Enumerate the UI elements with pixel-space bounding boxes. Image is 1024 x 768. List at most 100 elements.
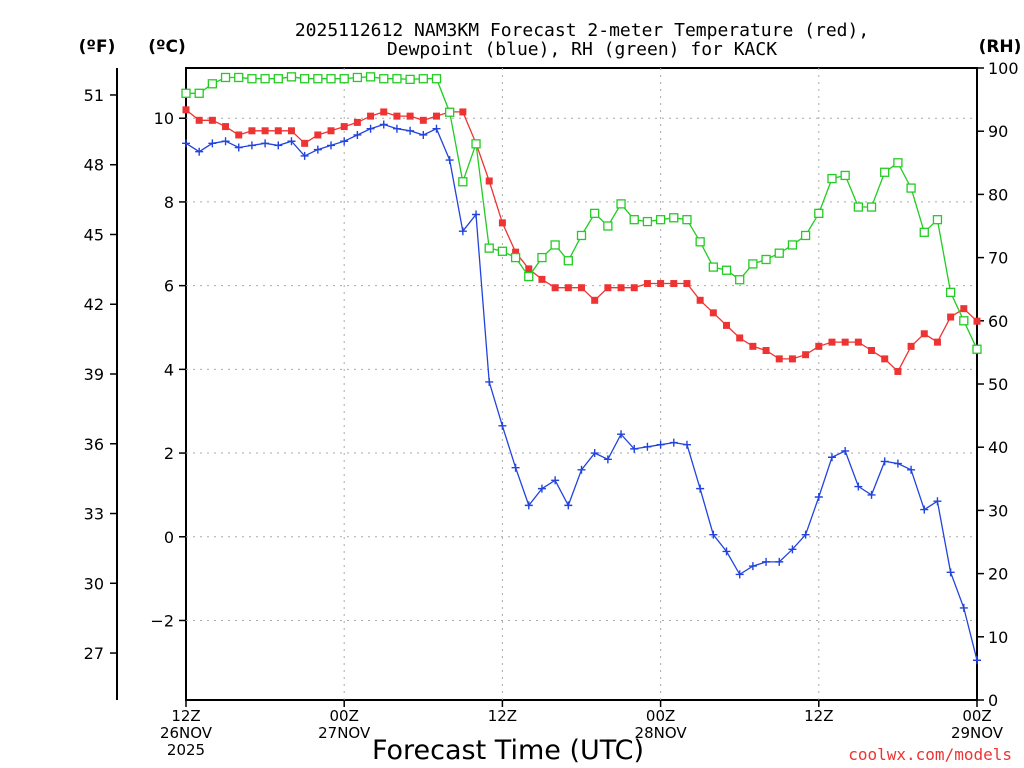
rh-point	[590, 208, 600, 219]
rh-point	[234, 72, 244, 83]
rh-point	[418, 74, 428, 84]
temperature-point	[841, 338, 849, 346]
dewpoint-point	[432, 124, 441, 133]
rh-point	[352, 72, 363, 83]
rh-point	[603, 221, 613, 231]
temperature-point	[459, 108, 467, 116]
dewpoint-point	[524, 501, 533, 510]
temperature-point	[287, 127, 295, 135]
dewpoint-point	[590, 449, 599, 458]
dewpoint-point	[696, 484, 705, 493]
temperature-point	[485, 177, 493, 185]
temperature-point	[274, 127, 282, 135]
dewpoint-point	[920, 505, 929, 514]
rh-point	[840, 170, 850, 181]
x-tick-label: 27NOV	[318, 724, 371, 742]
rh-point	[774, 248, 784, 258]
rh-point	[260, 74, 270, 84]
rh-point	[484, 243, 494, 253]
rh-point	[379, 74, 389, 84]
temperature-point	[248, 127, 256, 135]
rh-tick-label: 60	[988, 312, 1008, 331]
temperature-point	[920, 330, 928, 338]
dewpoint-point	[827, 453, 836, 462]
dewpoint-point	[735, 570, 744, 579]
rh-point	[405, 74, 415, 85]
rh-point	[524, 271, 534, 282]
rh-tick-label: 100	[988, 59, 1019, 78]
rh-point	[299, 74, 310, 84]
fahrenheit-tick-label: 42	[84, 295, 104, 314]
rh-point	[669, 213, 679, 223]
celsius-axis-label: (ºC)	[148, 37, 186, 57]
temperature-point	[617, 284, 625, 292]
celsius-tick-label: 0	[164, 528, 174, 547]
temperature-point	[788, 355, 796, 363]
rh-point	[497, 246, 508, 256]
fahrenheit-tick-label: 48	[84, 156, 104, 175]
temperature-point	[235, 131, 243, 139]
rh-point	[919, 227, 929, 237]
dewpoint-point	[643, 442, 652, 451]
rh-point	[800, 230, 811, 241]
dewpoint-point	[551, 476, 560, 485]
temperature-point	[182, 106, 190, 114]
temperature-point	[406, 112, 414, 120]
rh-point	[945, 287, 956, 298]
x-tick-label: 26NOV	[160, 724, 213, 742]
rh-point	[510, 252, 521, 263]
rh-point	[471, 139, 481, 149]
dewpoint-point	[182, 139, 190, 148]
rh-point	[814, 208, 824, 219]
dewpoint-point	[261, 139, 270, 148]
temperature-point	[222, 123, 230, 131]
rh-point	[194, 88, 204, 98]
rh-tick-label: 30	[988, 501, 1008, 520]
temperature-point	[393, 112, 401, 120]
temperature-point	[208, 116, 216, 124]
rh-point	[880, 167, 890, 177]
temperature-point	[643, 280, 651, 288]
celsius-tick-label: 4	[164, 360, 174, 379]
temperature-point	[947, 313, 955, 321]
rh-point	[247, 74, 257, 84]
temperature-point	[564, 284, 572, 292]
fahrenheit-tick-label: 51	[84, 86, 104, 105]
rh-point	[735, 275, 745, 285]
celsius-tick-label: 10	[154, 109, 174, 128]
temperature-point	[551, 284, 559, 292]
temperature-point	[512, 248, 520, 256]
rh-point	[642, 216, 653, 227]
x-tick-label: 29NOV	[951, 724, 1004, 742]
rh-point	[431, 74, 442, 84]
dewpoint-point	[709, 530, 718, 539]
dewpoint-point	[234, 143, 243, 152]
dewpoint-point	[327, 141, 336, 150]
celsius-tick-label: 6	[164, 277, 174, 296]
rh-point	[932, 215, 943, 225]
fahrenheit-tick-label: 45	[84, 225, 104, 244]
rh-point	[682, 215, 692, 225]
dewpoint-point	[353, 130, 362, 139]
rh-point	[708, 262, 718, 272]
dewpoint-point	[577, 465, 586, 474]
dewpoint-point	[406, 126, 415, 135]
dewpoint-point	[195, 147, 204, 156]
x-tick-label: 12Z	[488, 707, 517, 725]
temperature-point	[432, 112, 440, 120]
dewpoint-point	[340, 137, 349, 146]
temperature-point	[683, 280, 691, 288]
rh-tick-label: 0	[988, 691, 998, 710]
dewpoint-point	[669, 438, 678, 447]
rh-point	[893, 158, 903, 168]
temperature-point	[353, 118, 361, 126]
dewpoint-point	[907, 465, 916, 474]
temperature-point	[815, 342, 823, 350]
watermark: coolwx.com/models	[848, 745, 1012, 764]
temperature-point	[657, 280, 665, 288]
chart-title: 2025112612 NAM3KM Forecast 2-meter Tempe…	[295, 20, 869, 41]
rh-point	[365, 72, 376, 82]
temperature-point	[538, 275, 546, 283]
